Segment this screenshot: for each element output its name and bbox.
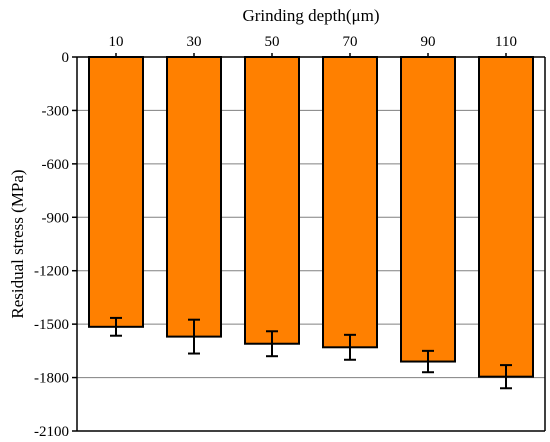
- error-bar-110: [500, 364, 512, 390]
- x-tick-label: 110: [495, 34, 517, 50]
- bar-50: [244, 56, 300, 345]
- bar-110: [478, 56, 534, 378]
- bar-10: [88, 56, 144, 328]
- y-tick-label: -600: [42, 157, 70, 173]
- y-tick-label: -1500: [34, 317, 69, 333]
- error-bar-90: [422, 349, 434, 374]
- x-tick-label: 10: [109, 34, 124, 50]
- x-tick-label: 70: [343, 34, 358, 50]
- y-tick-label: -300: [42, 103, 70, 119]
- axes: [72, 53, 546, 432]
- y-tick-label: -1800: [34, 371, 69, 387]
- grid-lines: [77, 109, 545, 379]
- error-bar-10: [110, 316, 122, 337]
- error-bar-70: [344, 333, 356, 361]
- error-bars: [110, 316, 512, 390]
- y-axis-title: Residual stress (MPa): [8, 169, 27, 318]
- x-axis-title: Grinding depth(μm): [242, 6, 379, 25]
- tick-labels: 10 30 50 70 90 110 0 -300 -600 -900 -1200 -1500 -180…: [34, 34, 517, 440]
- x-tick-label: 90: [421, 34, 436, 50]
- bar-30: [166, 56, 222, 338]
- y-tick-label: -900: [42, 210, 70, 226]
- y-tick-label: -2100: [34, 424, 69, 440]
- y-tick-label: 0: [62, 50, 70, 66]
- error-bar-50: [266, 330, 278, 358]
- x-tick-label: 50: [265, 34, 280, 50]
- y-tick-label: -1200: [34, 264, 69, 280]
- bar-70: [322, 56, 378, 349]
- bar-90: [400, 56, 456, 363]
- x-tick-label: 30: [187, 34, 202, 50]
- error-bar-30: [188, 318, 200, 355]
